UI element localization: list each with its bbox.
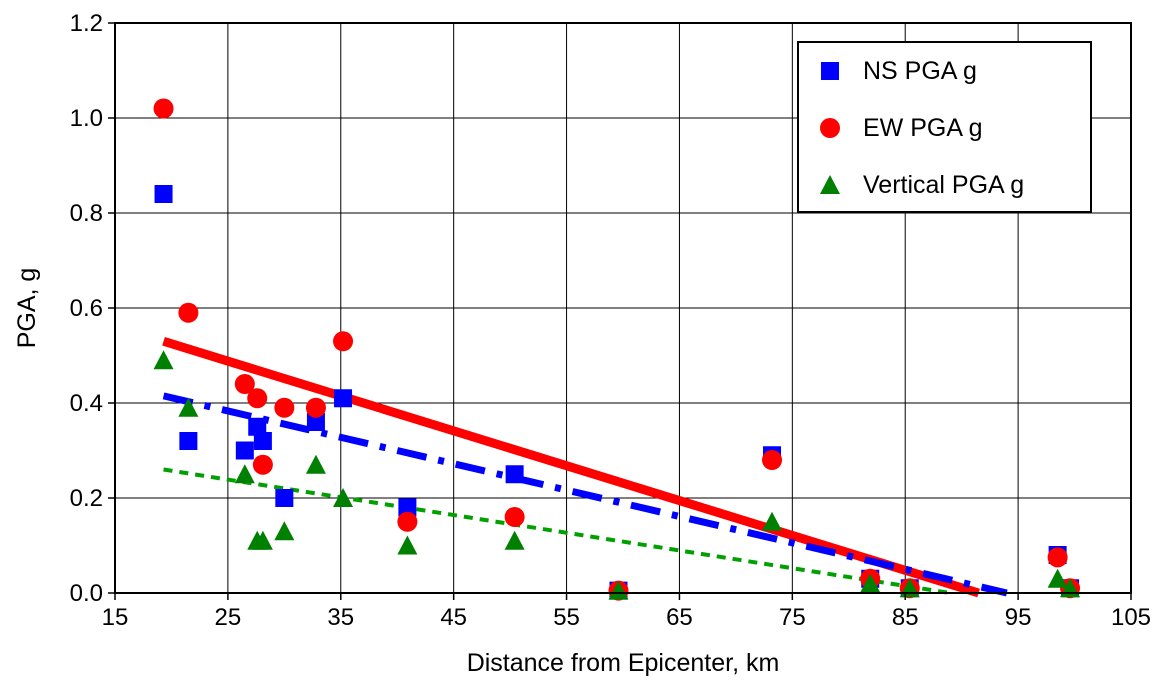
legend-marker [821, 62, 839, 80]
y-tick-label: 1.0 [70, 105, 103, 132]
data-point [860, 573, 881, 593]
y-tick-label: 0.8 [70, 200, 103, 227]
data-point [252, 454, 273, 475]
data-point [178, 397, 199, 417]
data-point [274, 397, 295, 418]
x-tick-label: 55 [553, 604, 580, 631]
data-point [235, 441, 254, 460]
trend-lines [162, 336, 1008, 598]
trend-line [162, 392, 1008, 597]
x-tick-label: 85 [892, 604, 919, 631]
legend-box [797, 41, 1092, 213]
data-point [275, 489, 294, 507]
data-point [305, 397, 326, 418]
data-point [398, 498, 417, 517]
x-tick-label: 45 [440, 604, 467, 631]
data-points [153, 98, 1081, 601]
y-tick-label: 0.4 [70, 390, 103, 417]
y-tick-label: 1.2 [70, 10, 103, 37]
data-point [333, 488, 354, 507]
data-point [153, 98, 174, 119]
data-point [504, 530, 525, 550]
data-point [333, 331, 354, 352]
legend-label: EW PGA g [863, 114, 982, 142]
y-tick-label: 0.2 [70, 485, 103, 512]
x-tick-label: 25 [215, 604, 242, 631]
data-point [234, 464, 255, 484]
data-point [253, 432, 272, 450]
y-axis-ticks: 0.0 0.2 0.4 0.6 0.8 1.0 1.2 [70, 10, 115, 607]
x-tick-label: 75 [779, 604, 806, 631]
data-point [504, 507, 525, 527]
x-tick-label: 95 [1005, 604, 1032, 631]
x-tick-label: 65 [666, 604, 693, 631]
data-point [762, 450, 783, 470]
y-tick-label: 0.0 [70, 580, 103, 607]
x-tick-label: 105 [1111, 604, 1151, 631]
legend-label: Vertical PGA g [863, 171, 1024, 199]
data-point [305, 454, 326, 474]
x-axis-ticks: 15 25 35 45 55 65 75 85 95 105 [102, 593, 1151, 631]
legend-label: NS PGA g [863, 57, 977, 85]
data-point [397, 535, 418, 555]
trend-line [162, 336, 980, 598]
data-point [762, 511, 783, 531]
data-point [1047, 547, 1068, 568]
data-point [505, 465, 524, 484]
data-point [179, 432, 198, 450]
data-point [334, 389, 353, 408]
data-point [247, 388, 268, 409]
data-point [274, 521, 295, 541]
y-axis-label: PGA, g [13, 268, 41, 349]
data-point [306, 413, 325, 431]
data-point [154, 185, 173, 203]
data-point [178, 302, 199, 323]
trend-line [163, 467, 951, 595]
data-point [248, 417, 267, 436]
data-point [153, 350, 174, 370]
x-tick-label: 35 [327, 604, 354, 631]
legend-marker [820, 175, 840, 194]
data-point [608, 580, 629, 600]
x-tick-label: 15 [102, 604, 129, 631]
x-axis-label: Distance from Epicenter, km [467, 649, 780, 677]
data-point [234, 374, 255, 394]
y-tick-label: 0.6 [70, 295, 103, 322]
legend-marker [820, 118, 840, 138]
data-point [1047, 568, 1068, 588]
data-point [252, 530, 273, 550]
data-point [397, 511, 418, 532]
legend: NS PGA g EW PGA g Vertical PGA g [797, 41, 1092, 213]
